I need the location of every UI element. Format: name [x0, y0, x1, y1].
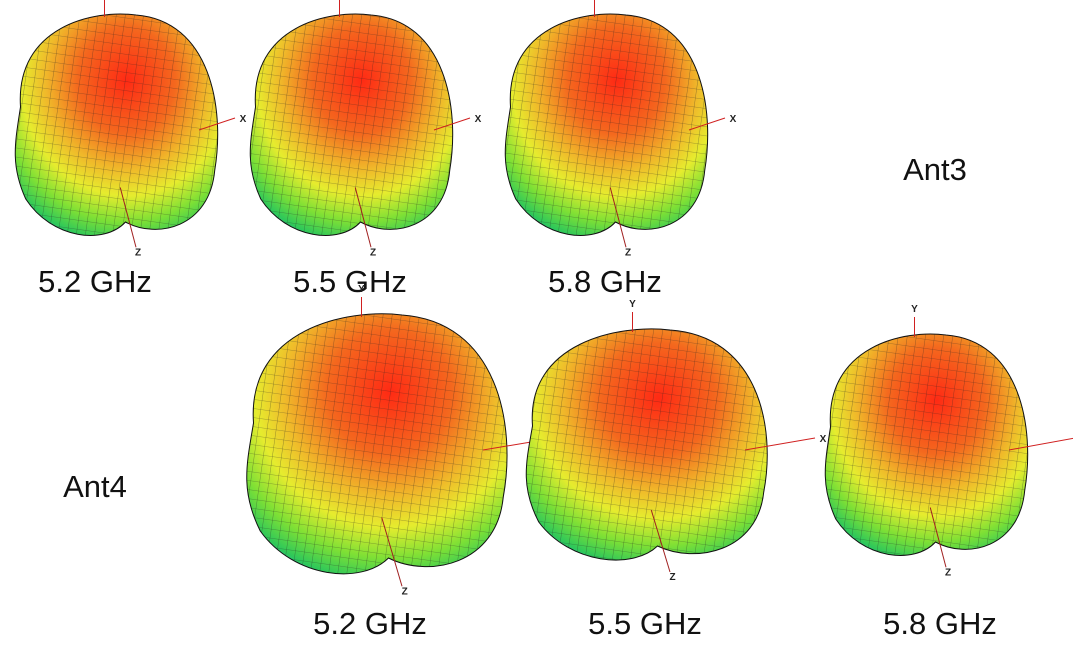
pattern-mesh [526, 329, 767, 560]
pattern-mesh [505, 14, 707, 235]
axis-label: X [820, 434, 827, 445]
axis-label: X [730, 114, 737, 125]
axis-label: Y [358, 284, 365, 295]
axis-label: X [240, 114, 247, 125]
pattern-mesh [15, 14, 217, 235]
frequency-label: 5.2 GHz [38, 264, 152, 299]
antenna-label: Ant4 [63, 469, 127, 504]
antenna-label: Ant3 [903, 152, 967, 187]
axis-label: X [475, 114, 482, 125]
axis-label: Z [370, 247, 376, 258]
axis-label: Z [135, 247, 141, 258]
frequency-label: 5.8 GHz [883, 606, 997, 641]
axis-label: Z [669, 572, 675, 583]
axis-label: Z [945, 567, 951, 578]
axis-label: Y [911, 304, 918, 315]
pattern-mesh [250, 14, 452, 235]
frequency-label: 5.8 GHz [548, 264, 662, 299]
pattern-mesh [825, 334, 1027, 555]
axis-label: Z [402, 586, 408, 597]
axis-label: Z [625, 247, 631, 258]
pattern-mesh [247, 314, 507, 574]
axis-label: Y [629, 299, 636, 310]
frequency-label: 5.5 GHz [293, 264, 407, 299]
frequency-label: 5.5 GHz [588, 606, 702, 641]
figure: Ant3YXZ5.2 GHzYXZ5.5 GHzYXZ5.8 GHzAnt4YX… [0, 0, 1073, 647]
frequency-label: 5.2 GHz [313, 606, 427, 641]
